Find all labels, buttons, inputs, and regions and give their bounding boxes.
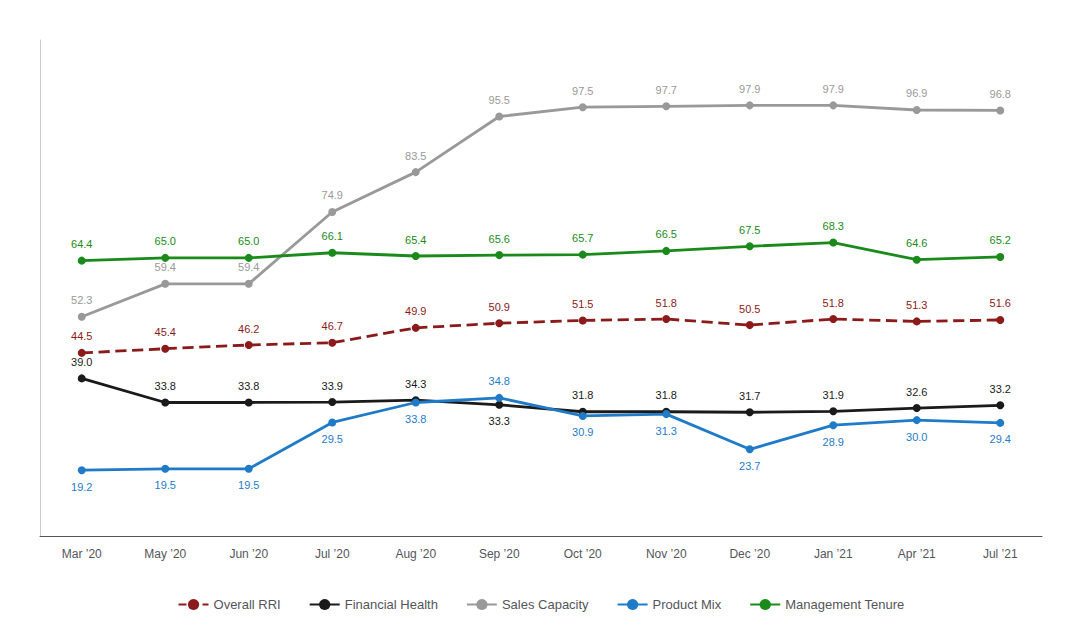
svg-text:Sep ’20: Sep ’20 <box>479 547 520 561</box>
svg-text:Mar ’20: Mar ’20 <box>62 547 102 561</box>
svg-text:Jul ’21: Jul ’21 <box>983 547 1018 561</box>
svg-text:Jun ’20: Jun ’20 <box>229 547 268 561</box>
svg-text:49.9: 49.9 <box>405 305 426 317</box>
svg-text:64.6: 64.6 <box>906 237 927 249</box>
svg-text:52.3: 52.3 <box>71 294 92 306</box>
svg-text:Sales Capacity: Sales Capacity <box>502 597 589 612</box>
svg-text:Product Mix: Product Mix <box>653 597 722 612</box>
svg-text:23.7: 23.7 <box>739 460 760 472</box>
svg-text:50.5: 50.5 <box>739 303 760 315</box>
svg-text:33.8: 33.8 <box>238 380 259 392</box>
svg-text:96.9: 96.9 <box>906 87 927 99</box>
svg-text:65.6: 65.6 <box>489 233 510 245</box>
svg-text:67.5: 67.5 <box>739 224 760 236</box>
svg-text:68.3: 68.3 <box>823 220 844 232</box>
svg-text:30.0: 30.0 <box>906 431 927 443</box>
svg-text:Financial Health: Financial Health <box>345 597 438 612</box>
svg-text:39.0: 39.0 <box>71 356 92 368</box>
svg-text:Management Tenure: Management Tenure <box>785 597 904 612</box>
svg-text:Jan ’21: Jan ’21 <box>814 547 853 561</box>
svg-text:29.4: 29.4 <box>990 433 1011 445</box>
svg-text:44.5: 44.5 <box>71 330 92 342</box>
svg-text:32.6: 32.6 <box>906 386 927 398</box>
svg-text:31.8: 31.8 <box>572 389 593 401</box>
svg-text:31.8: 31.8 <box>656 389 677 401</box>
svg-text:30.9: 30.9 <box>572 426 593 438</box>
svg-text:31.9: 31.9 <box>823 389 844 401</box>
svg-text:Dec ’20: Dec ’20 <box>729 547 770 561</box>
svg-text:33.8: 33.8 <box>155 380 176 392</box>
svg-text:64.4: 64.4 <box>71 238 92 250</box>
svg-text:65.4: 65.4 <box>405 234 426 246</box>
svg-text:50.9: 50.9 <box>489 301 510 313</box>
svg-text:Aug ’20: Aug ’20 <box>395 547 436 561</box>
svg-text:97.5: 97.5 <box>572 85 593 97</box>
svg-text:97.9: 97.9 <box>739 83 760 95</box>
svg-text:Apr ’21: Apr ’21 <box>898 547 936 561</box>
svg-text:96.8: 96.8 <box>990 88 1011 100</box>
svg-text:51.3: 51.3 <box>906 299 927 311</box>
svg-text:59.4: 59.4 <box>238 261 259 273</box>
svg-text:28.9: 28.9 <box>823 436 844 448</box>
svg-text:34.3: 34.3 <box>405 378 426 390</box>
svg-text:51.6: 51.6 <box>990 297 1011 309</box>
svg-text:51.8: 51.8 <box>823 297 844 309</box>
svg-text:19.5: 19.5 <box>238 479 259 491</box>
svg-text:46.2: 46.2 <box>238 323 259 335</box>
svg-text:33.2: 33.2 <box>990 383 1011 395</box>
svg-text:66.5: 66.5 <box>656 228 677 240</box>
svg-text:19.2: 19.2 <box>71 481 92 493</box>
svg-text:33.9: 33.9 <box>322 380 343 392</box>
svg-text:31.7: 31.7 <box>739 390 760 402</box>
svg-text:45.4: 45.4 <box>155 326 176 338</box>
svg-text:74.9: 74.9 <box>322 189 343 201</box>
svg-text:Nov ’20: Nov ’20 <box>646 547 687 561</box>
svg-text:Overall RRI: Overall RRI <box>214 597 281 612</box>
svg-text:66.1: 66.1 <box>322 230 343 242</box>
svg-text:83.5: 83.5 <box>405 150 426 162</box>
svg-text:29.5: 29.5 <box>322 433 343 445</box>
svg-text:Oct ’20: Oct ’20 <box>564 547 602 561</box>
svg-text:95.5: 95.5 <box>489 94 510 106</box>
svg-text:59.4: 59.4 <box>155 261 176 273</box>
svg-text:65.0: 65.0 <box>238 235 259 247</box>
svg-text:65.0: 65.0 <box>155 235 176 247</box>
svg-text:34.8: 34.8 <box>489 375 510 387</box>
svg-text:97.9: 97.9 <box>823 83 844 95</box>
svg-text:33.3: 33.3 <box>489 415 510 427</box>
svg-text:33.8: 33.8 <box>405 413 426 425</box>
svg-text:51.5: 51.5 <box>572 298 593 310</box>
svg-text:31.3: 31.3 <box>656 425 677 437</box>
svg-text:97.7: 97.7 <box>656 84 677 96</box>
svg-text:19.5: 19.5 <box>155 479 176 491</box>
svg-text:Jul ’20: Jul ’20 <box>315 547 350 561</box>
svg-text:65.7: 65.7 <box>572 232 593 244</box>
svg-text:65.2: 65.2 <box>990 234 1011 246</box>
svg-text:May ’20: May ’20 <box>144 547 186 561</box>
svg-text:46.7: 46.7 <box>322 320 343 332</box>
svg-text:51.8: 51.8 <box>656 297 677 309</box>
